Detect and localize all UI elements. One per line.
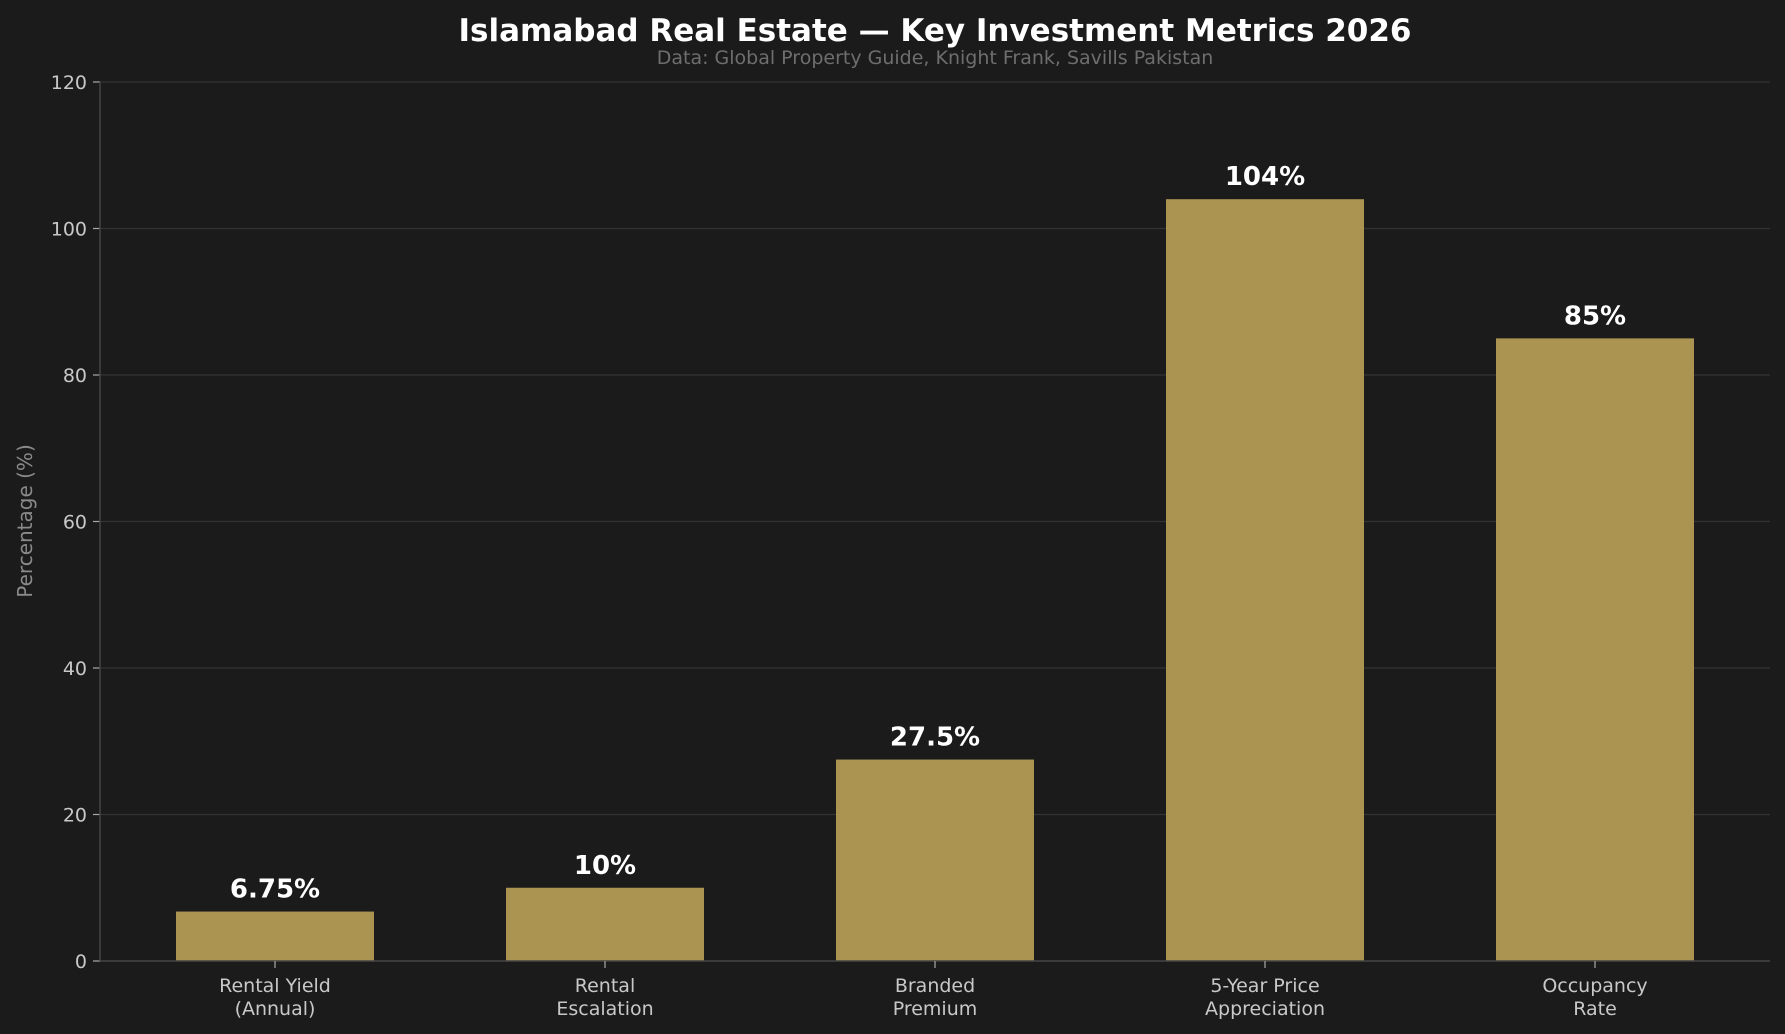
data-label: 104% (1225, 162, 1305, 192)
y-axis-label: Percentage (%) (13, 444, 37, 597)
chart-title: Islamabad Real Estate — Key Investment M… (459, 13, 1412, 49)
x-tick-label: Occupancy Rate (1542, 975, 1647, 1020)
y-tick-label: 100 (51, 219, 87, 241)
data-label: 10% (574, 851, 636, 881)
data-label: 27.5% (890, 723, 980, 753)
bar (836, 759, 1034, 961)
y-tick-label: 0 (75, 951, 87, 973)
x-tick-label: Rental Yield (Annual) (219, 975, 331, 1020)
x-tick-label: Branded Premium (893, 975, 978, 1020)
y-tick-label: 20 (63, 805, 87, 827)
x-tick-label: Rental Escalation (556, 975, 653, 1020)
y-tick-label: 80 (63, 365, 87, 387)
data-label: 85% (1564, 301, 1626, 331)
x-tick-label: 5-Year Price Appreciation (1205, 975, 1325, 1020)
y-tick-label: 120 (51, 72, 87, 94)
y-tick-label: 60 (63, 512, 87, 534)
y-tick-label: 40 (63, 658, 87, 680)
bar (506, 887, 704, 961)
chart-subtitle: Data: Global Property Guide, Knight Fran… (657, 47, 1214, 69)
bar (176, 911, 374, 961)
data-label: 6.75% (230, 875, 320, 905)
bar (1496, 338, 1694, 961)
bar (1166, 199, 1364, 961)
